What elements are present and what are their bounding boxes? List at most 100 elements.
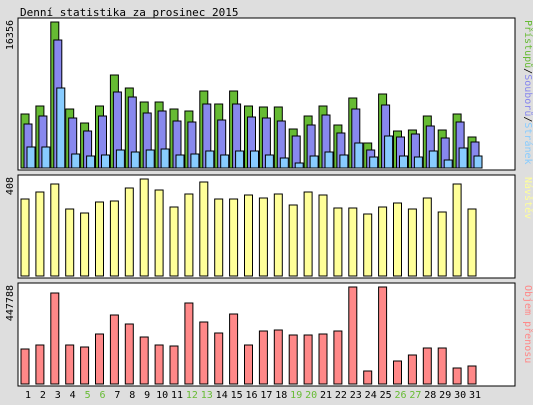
bar-Návštěv-14 <box>214 198 224 277</box>
bar-Návštěv-11 <box>169 206 179 277</box>
bar-Návštěv-25 <box>378 206 388 277</box>
bar-Objem přenosu-14 <box>214 332 224 385</box>
bar-Objem přenosu-17 <box>258 330 268 385</box>
bar-Návštěv-21 <box>318 194 328 277</box>
bar-Objem přenosu-23 <box>348 286 358 385</box>
bar-Návštěv-19 <box>288 204 298 277</box>
legend-item: Stránek <box>522 122 533 164</box>
bar-Návštěv-30 <box>452 183 462 277</box>
bar-Objem přenosu-18 <box>273 329 283 385</box>
bar-Objem přenosu-9 <box>139 336 149 385</box>
panel-hits: 16356 Přístupů/Souborů/Stránek <box>5 17 533 171</box>
bar-Objem přenosu-16 <box>244 344 253 385</box>
legend-item: Návštěv <box>522 177 533 219</box>
bar-Stránek-16 <box>250 150 259 169</box>
legend-item: Objem přenosu <box>522 285 533 363</box>
bar-Návštěv-2 <box>35 191 45 277</box>
bar-Objem přenosu-4 <box>65 344 75 385</box>
ymax-label: 16356 <box>5 20 16 50</box>
bar-Návštěv-8 <box>124 187 134 277</box>
day-label-10: 10 <box>156 390 168 401</box>
day-label-13: 13 <box>201 390 213 401</box>
day-label-7: 7 <box>114 390 120 401</box>
ymax-label: 408 <box>5 177 16 195</box>
bar-Objem přenosu-21 <box>318 333 328 385</box>
bar-Návštěv-7 <box>109 200 119 277</box>
bar-Objem přenosu-3 <box>50 292 60 385</box>
legend-separator: / <box>522 116 533 122</box>
bar-Návštěv-6 <box>95 201 104 277</box>
bar-Návštěv-20 <box>303 191 313 277</box>
bar-Stránek-24 <box>369 156 379 169</box>
x-axis-labels: 1 2 3 4 5 6 7 8 9 10 11 12 13 14 15 16 17 18 19 20 21 22 23 24 2… <box>25 390 481 401</box>
side-legend: Přístupů/Souborů/Stránek <box>522 20 533 165</box>
bar-Objem přenosu-31 <box>467 365 477 385</box>
day-label-5: 5 <box>85 390 91 401</box>
day-label-31: 31 <box>469 390 481 401</box>
bar-Stránek-30 <box>458 147 468 169</box>
bar-Návštěv-13 <box>199 181 209 277</box>
bar-Objem přenosu-5 <box>80 346 90 385</box>
bar-Objem přenosu-30 <box>452 367 462 385</box>
bar-Návštěv-22 <box>333 207 343 277</box>
day-label-18: 18 <box>275 390 287 401</box>
bar-Návštěv-31 <box>467 208 477 277</box>
day-label-14: 14 <box>216 390 228 401</box>
bar-Objem přenosu-7 <box>109 314 119 385</box>
bar-Návštěv-10 <box>154 189 164 277</box>
day-label-4: 4 <box>70 390 76 401</box>
day-label-27: 27 <box>409 390 421 401</box>
side-legend: Návštěv <box>522 177 533 219</box>
bar-Návštěv-29 <box>437 211 447 277</box>
bar-Stránek-19 <box>294 162 304 169</box>
day-label-29: 29 <box>439 390 451 401</box>
day-label-28: 28 <box>424 390 436 401</box>
bar-Návštěv-17 <box>258 197 268 277</box>
bar-Návštěv-5 <box>80 212 90 277</box>
panel-kbytes: 447788 Objem přenosu <box>5 282 533 387</box>
bar-Návštěv-9 <box>139 178 149 277</box>
bar-Stránek-18 <box>279 157 289 169</box>
day-label-6: 6 <box>99 390 105 401</box>
day-label-15: 15 <box>231 390 243 401</box>
day-label-20: 20 <box>305 390 317 401</box>
bar-Objem přenosu-8 <box>124 323 134 385</box>
bar-Objem přenosu-19 <box>288 334 298 385</box>
bar-Návštěv-18 <box>273 193 283 277</box>
day-label-25: 25 <box>380 390 392 401</box>
bar-Objem přenosu-10 <box>154 344 164 385</box>
bar-Objem přenosu-13 <box>199 321 209 385</box>
bar-Objem přenosu-24 <box>363 370 373 385</box>
legend-item: Souborů <box>522 74 533 116</box>
bar-Objem přenosu-15 <box>229 313 239 385</box>
bar-Stránek-29 <box>443 159 453 169</box>
bar-Objem přenosu-28 <box>422 347 432 385</box>
bar-Stránek-6 <box>101 154 110 169</box>
bar-Stránek-5 <box>86 155 96 169</box>
bar-Stránek-3 <box>56 87 66 169</box>
bar-Stránek-25 <box>384 135 394 169</box>
bar-Stránek-1 <box>26 146 36 169</box>
bar-Objem přenosu-2 <box>35 344 45 385</box>
bar-Objem přenosu-22 <box>333 330 343 385</box>
bar-Stránek-31 <box>473 155 483 169</box>
bar-Stránek-13 <box>205 150 215 169</box>
day-label-23: 23 <box>350 390 362 401</box>
bar-Objem přenosu-25 <box>378 286 388 385</box>
bar-Stránek-22 <box>339 154 349 169</box>
day-label-21: 21 <box>320 390 332 401</box>
day-label-26: 26 <box>394 390 406 401</box>
bar-Návštěv-15 <box>229 198 239 277</box>
day-label-8: 8 <box>129 390 135 401</box>
legend-separator: / <box>522 68 533 74</box>
legend-item: Přístupů <box>522 20 533 68</box>
bar-Stránek-2 <box>41 146 51 169</box>
bar-Stránek-7 <box>115 149 125 169</box>
bar-Objem přenosu-6 <box>95 333 104 385</box>
bar-Objem přenosu-20 <box>303 334 313 385</box>
bar-Stránek-28 <box>428 150 438 169</box>
day-label-9: 9 <box>144 390 150 401</box>
bar-Stránek-23 <box>354 142 364 169</box>
